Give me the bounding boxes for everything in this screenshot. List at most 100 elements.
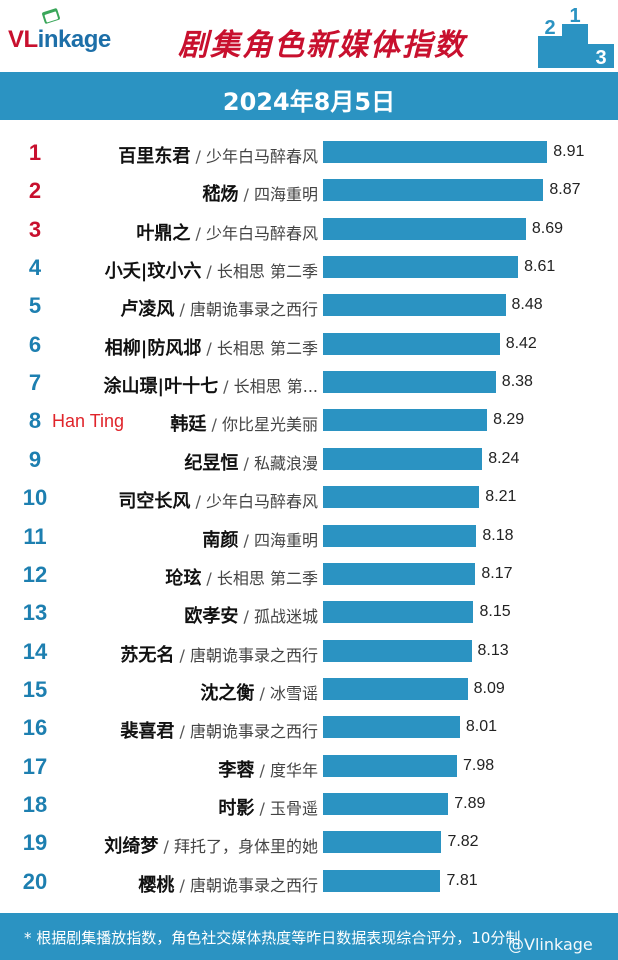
header: VLinkage 剧集角色新媒体指数 2 1 3 bbox=[0, 0, 618, 70]
date-label: 2024年8月5日 bbox=[222, 88, 396, 116]
separator: / bbox=[238, 185, 254, 205]
row-label: 刘绮梦 / 拜托了，身体里的她 bbox=[104, 832, 318, 858]
separator: / bbox=[158, 837, 174, 857]
table-row: 17 李蓉 / 度华年 7.98 bbox=[0, 748, 618, 786]
character-name: 小夭|玟小六 bbox=[104, 261, 202, 283]
table-row: 7 涂山璟|叶十七 / 长相思 第... 8.38 bbox=[0, 364, 618, 402]
bar bbox=[323, 447, 483, 470]
row-label: 卢凌风 / 唐朝诡事录之西行 bbox=[120, 295, 318, 321]
table-row: 3 叶鼎之 / 少年白马醉春风 8.69 bbox=[0, 211, 618, 249]
bar bbox=[323, 792, 449, 815]
character-name: 李蓉 bbox=[218, 759, 255, 781]
bar bbox=[323, 217, 526, 240]
show-name: 少年白马醉春风 bbox=[205, 492, 318, 512]
rank-number: 3 bbox=[28, 216, 42, 242]
character-name: 涂山璟|叶十七 bbox=[103, 376, 219, 398]
page-title: 剧集角色新媒体指数 bbox=[178, 28, 466, 63]
rank-number: 5 bbox=[28, 293, 42, 319]
character-name: 时影 bbox=[218, 797, 255, 819]
show-name: 少年白马醉春风 bbox=[205, 147, 318, 166]
rank-number: 2 bbox=[28, 178, 42, 204]
character-name: 沈之衡 bbox=[200, 682, 255, 704]
logo: VLinkage bbox=[8, 26, 111, 53]
row-label: 嵇炀 / 四海重明 bbox=[202, 180, 318, 206]
row-label: 南颜 / 四海重明 bbox=[202, 526, 318, 552]
table-row: 20 樱桃 / 唐朝诡事录之西行 7.81 bbox=[0, 863, 618, 901]
value-label: 7.82 bbox=[447, 833, 479, 851]
bar bbox=[323, 754, 457, 777]
separator: / bbox=[254, 798, 270, 818]
show-name: 孤战迷城 bbox=[253, 607, 318, 627]
annotation-han-ting: Han Ting bbox=[52, 411, 125, 431]
character-name: 樱桃 bbox=[138, 874, 175, 896]
bar bbox=[323, 639, 472, 662]
show-name: 唐朝诡事录之西行 bbox=[189, 722, 318, 742]
podium-number-3: 3 bbox=[595, 47, 606, 68]
footer: * 根据剧集播放指数，角色社交媒体热度等昨日数据表现综合评分，10分制 @Vli… bbox=[0, 913, 618, 960]
separator: / bbox=[174, 300, 190, 320]
value-label: 8.21 bbox=[485, 488, 517, 506]
value-label: 8.29 bbox=[493, 411, 525, 429]
row-label: 涂山璟|叶十七 / 长相思 第... bbox=[104, 372, 319, 398]
bar bbox=[323, 716, 460, 739]
logo-card-icon bbox=[42, 8, 60, 24]
character-name: 卢凌风 bbox=[120, 299, 175, 321]
table-row: 6 相柳|防风邶 / 长相思 第二季 8.42 bbox=[0, 326, 618, 364]
show-name: 冰雪谣 bbox=[269, 683, 318, 703]
row-label: 叶鼎之 / 少年白马醉春风 bbox=[136, 219, 318, 245]
table-row: 13 欧孝安 / 孤战迷城 8.15 bbox=[0, 594, 618, 632]
table-row: 11 南颜 / 四海重明 8.18 bbox=[0, 518, 618, 556]
character-name: 欧孝安 bbox=[184, 606, 239, 628]
show-name: 四海重明 bbox=[253, 185, 318, 205]
value-label: 8.38 bbox=[501, 373, 533, 391]
value-label: 8.15 bbox=[479, 603, 511, 621]
separator: / bbox=[218, 377, 234, 397]
bar bbox=[323, 486, 480, 509]
row-label: 李蓉 / 度华年 bbox=[218, 756, 318, 782]
podium-number-2: 2 bbox=[544, 17, 555, 39]
row-label: 玱玹 / 长相思 第二季 bbox=[165, 564, 318, 590]
show-name: 你比星光美丽 bbox=[221, 415, 318, 435]
rank-number: 20 bbox=[22, 868, 48, 894]
separator: / bbox=[254, 683, 270, 703]
podium-icon: 2 1 3 bbox=[538, 6, 614, 68]
value-label: 7.98 bbox=[462, 756, 495, 774]
rank-number: 7 bbox=[28, 370, 42, 396]
rank-number: 15 bbox=[22, 676, 48, 702]
table-row: 4 小夭|玟小六 / 长相思 第二季 8.61 bbox=[0, 249, 618, 287]
rank-number: 11 bbox=[23, 523, 47, 549]
character-name: 裴喜君 bbox=[120, 721, 175, 743]
table-row: 8 韩廷 / 你比星光美丽 8.29 bbox=[0, 402, 618, 440]
value-label: 8.13 bbox=[477, 641, 509, 659]
bar bbox=[323, 179, 544, 202]
row-label: 司空长风 / 少年白马醉春风 bbox=[118, 487, 318, 513]
table-row: 14 苏无名 / 唐朝诡事录之西行 8.13 bbox=[0, 633, 618, 671]
bar bbox=[323, 562, 476, 585]
separator: / bbox=[201, 338, 217, 358]
separator: / bbox=[174, 875, 190, 895]
row-label: 韩廷 / 你比星光美丽 bbox=[170, 410, 318, 436]
separator: / bbox=[190, 223, 206, 243]
value-label: 8.24 bbox=[488, 449, 520, 467]
bar bbox=[323, 869, 441, 892]
bar bbox=[323, 332, 500, 355]
character-name: 纪昱恒 bbox=[184, 452, 239, 474]
rank-number: 19 bbox=[22, 830, 48, 856]
table-row: 5 卢凌风 / 唐朝诡事录之西行 8.48 bbox=[0, 287, 618, 325]
show-name: 长相思 第二季 bbox=[216, 262, 318, 282]
value-label: 8.18 bbox=[482, 526, 514, 544]
character-name: 韩廷 bbox=[170, 414, 207, 436]
show-name: 玉骨遥 bbox=[269, 798, 318, 818]
row-label: 欧孝安 / 孤战迷城 bbox=[184, 602, 318, 628]
rank-number: 6 bbox=[28, 331, 42, 357]
row-label: 时影 / 玉骨遥 bbox=[218, 794, 318, 820]
row-label: 樱桃 / 唐朝诡事录之西行 bbox=[138, 871, 318, 897]
table-row: 12 玱玹 / 长相思 第二季 8.17 bbox=[0, 556, 618, 594]
bar bbox=[323, 409, 488, 432]
separator: / bbox=[238, 453, 254, 473]
row-label: 沈之衡 / 冰雪谣 bbox=[200, 679, 318, 705]
show-name: 唐朝诡事录之西行 bbox=[189, 645, 318, 665]
character-name: 叶鼎之 bbox=[136, 222, 191, 244]
bar bbox=[323, 677, 468, 700]
rank-number: 4 bbox=[28, 255, 42, 281]
